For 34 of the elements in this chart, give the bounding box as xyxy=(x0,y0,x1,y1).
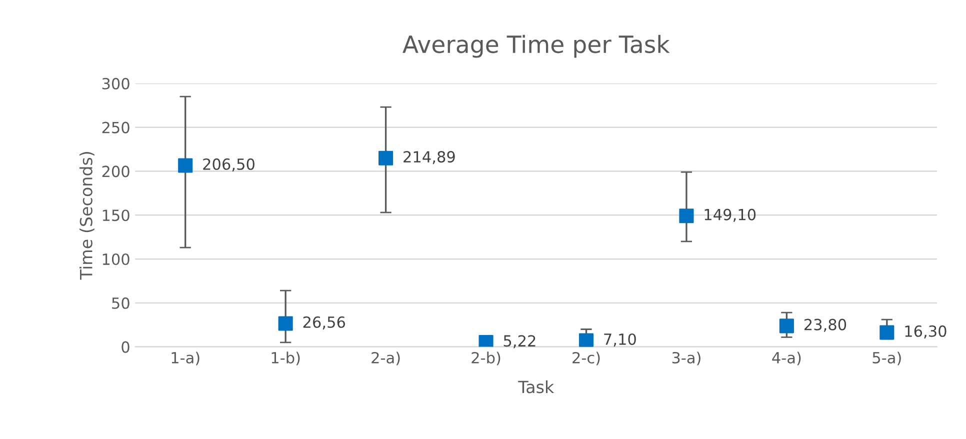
x-tick-label: 4-a) xyxy=(772,352,801,366)
y-tick-label: 300 xyxy=(102,78,130,90)
data-label: 23,80 xyxy=(804,318,846,332)
x-tick-label: 3-a) xyxy=(672,352,700,366)
y-tick-label: 100 xyxy=(102,253,130,266)
x-tick-label: 2-c) xyxy=(572,352,600,366)
point xyxy=(880,325,894,340)
x-tick-label: 2-a) xyxy=(372,352,400,366)
point xyxy=(679,208,694,224)
x-axis-title: Task xyxy=(518,380,554,394)
point xyxy=(779,318,794,334)
y-tick-label: 50 xyxy=(112,297,130,309)
point xyxy=(378,150,394,166)
x-tick-label: 5-a) xyxy=(872,352,901,366)
y-tick-label: 0 xyxy=(122,341,130,353)
data-label: 206,50 xyxy=(203,158,254,172)
y-tick-label: 150 xyxy=(102,210,130,222)
data-label: 26,56 xyxy=(303,316,346,330)
x-tick-label: 1-b) xyxy=(272,352,300,366)
data-label: 149,10 xyxy=(704,208,756,222)
y-axis-title: Time (Seconds) xyxy=(80,152,94,280)
y-tick-label: 200 xyxy=(102,166,130,178)
point xyxy=(578,333,594,347)
point xyxy=(278,316,293,331)
data-label: 16,30 xyxy=(905,325,946,338)
chart-title: Average Time per Task xyxy=(402,34,670,58)
y-tick-label: 250 xyxy=(102,122,130,134)
data-label: 7,10 xyxy=(604,333,636,347)
data-label: 5,22 xyxy=(504,335,536,348)
point xyxy=(478,334,494,347)
data-label: 214,89 xyxy=(404,151,455,164)
x-tick-label: 1-a) xyxy=(172,352,200,366)
point xyxy=(178,158,193,173)
x-tick-label: 2-b) xyxy=(472,352,500,366)
